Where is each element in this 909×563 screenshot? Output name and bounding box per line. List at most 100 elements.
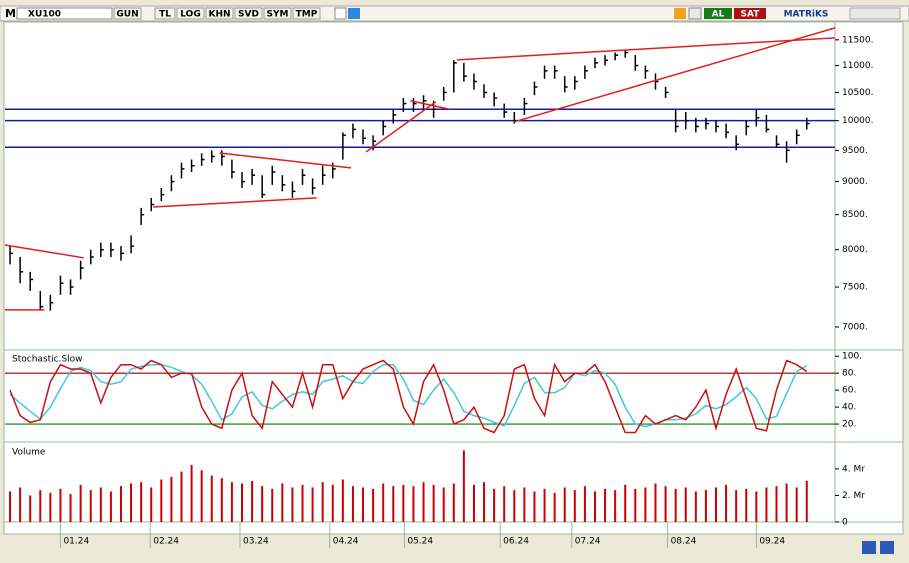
y-tick-label: 9000. (842, 177, 868, 187)
panel-title: Volume (12, 448, 46, 458)
twitter-icon[interactable] (348, 8, 360, 19)
y-tick-label: 100. (842, 352, 862, 362)
trend-line (219, 152, 352, 169)
volume-bar (553, 492, 556, 522)
trend-line (153, 197, 317, 208)
volume-bar (271, 488, 274, 522)
volume-bar (79, 484, 82, 522)
y-tick-label: 40. (842, 403, 856, 413)
volume-bar (523, 487, 526, 522)
y-tick-label: 0 (842, 518, 848, 528)
volume-bar (311, 487, 314, 522)
volume-bar (422, 482, 425, 522)
volume-bar (140, 482, 143, 522)
toolbar-button[interactable] (154, 7, 176, 20)
y-tick-label: 10500. (842, 88, 874, 98)
buy-button[interactable] (704, 8, 732, 19)
trend-line (410, 100, 450, 110)
volume-bar (735, 490, 738, 522)
y-tick-label: 9500. (842, 146, 868, 156)
y-tick-label: 20. (842, 420, 856, 430)
volume-bar (614, 490, 617, 522)
volume-bar (634, 488, 637, 522)
toolbar-button-label: LOG (180, 10, 200, 20)
x-tick-label: 09.24 (759, 537, 785, 547)
volume-bar (341, 479, 344, 522)
volume-bar (301, 484, 304, 522)
volume-bar (200, 470, 203, 522)
window-buttons[interactable] (849, 7, 901, 20)
symbol: XU100 (28, 10, 61, 20)
volume-bar (89, 490, 92, 522)
volume-bar (230, 482, 233, 522)
toolbar-button[interactable] (292, 7, 321, 20)
volume-bar (39, 490, 42, 522)
volume-bar (714, 487, 717, 522)
y-tick-label: 11000. (842, 61, 874, 71)
volume-bar (362, 487, 365, 522)
volume-bar (684, 487, 687, 522)
volume-bar (109, 491, 112, 522)
trend-line (365, 101, 437, 153)
volume-bar (624, 484, 627, 522)
y-tick-label: 11500. (842, 35, 874, 45)
brand: MATRiKS (784, 10, 829, 20)
x-tick-label: 02.24 (153, 537, 179, 547)
logo: M (5, 7, 16, 20)
symbol-box[interactable] (16, 7, 113, 20)
volume-bar (654, 483, 657, 522)
buy-label: AL (712, 10, 725, 20)
toolbar-button[interactable] (113, 7, 142, 20)
volume-bar (674, 488, 677, 522)
volume-bar (644, 487, 647, 522)
volume-bar (694, 491, 697, 522)
volume-bar (664, 486, 667, 522)
toolbar-button-label: TL (159, 10, 171, 20)
y-tick-label: 8000. (842, 245, 868, 255)
volume-bar (805, 480, 808, 522)
x-tick-label: 07.24 (575, 537, 601, 547)
nav-icon[interactable] (880, 541, 894, 554)
volume-bar (251, 480, 254, 522)
nav-icon[interactable] (862, 541, 876, 554)
alarm-icon[interactable] (674, 8, 686, 19)
toolbar-button-label: SYM (267, 10, 289, 20)
dropdown[interactable] (334, 7, 347, 20)
volume-bar (29, 495, 32, 522)
trend-line (514, 27, 836, 123)
volume-bar (281, 483, 284, 522)
toolbar-button[interactable] (205, 7, 234, 20)
y-tick-label: 80. (842, 369, 856, 379)
toolbar-button[interactable] (263, 7, 292, 20)
volume-bar (382, 483, 385, 522)
volume-bar (533, 491, 536, 522)
refresh-icon[interactable] (688, 7, 702, 20)
chart-area (3, 21, 904, 535)
volume-bar (291, 487, 294, 522)
toolbar-button[interactable] (176, 7, 205, 20)
toolbar-button-label: GUN (116, 10, 138, 20)
y-tick-label: 2. Mr (842, 491, 865, 501)
volume-bar (563, 487, 566, 522)
volume-bar (170, 476, 173, 522)
sell-button[interactable] (734, 8, 766, 19)
toolbar-button[interactable] (234, 7, 263, 20)
volume-bar (543, 488, 546, 522)
volume-bar (150, 487, 153, 522)
volume-bar (99, 487, 102, 522)
volume-bar (573, 490, 576, 522)
volume-bar (331, 484, 334, 522)
volume-bar (9, 491, 12, 522)
volume-bar (432, 484, 435, 522)
volume-bar (452, 483, 455, 522)
x-tick-label: 04.24 (333, 537, 359, 547)
volume-bar (180, 471, 183, 522)
volume-bar (261, 486, 264, 522)
volume-bar (119, 486, 122, 522)
volume-bar (604, 488, 607, 522)
volume-bar (472, 484, 475, 522)
volume-bar (49, 492, 52, 522)
volume-bar (462, 450, 465, 522)
y-tick-label: 7500. (842, 283, 868, 293)
y-tick-label: 8500. (842, 210, 868, 220)
